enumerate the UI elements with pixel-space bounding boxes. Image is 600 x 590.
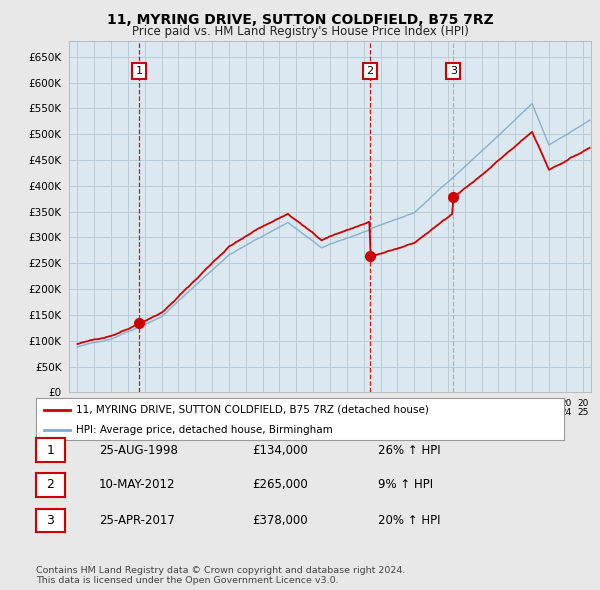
Text: 10-MAY-2012: 10-MAY-2012: [99, 478, 176, 491]
Text: 26% ↑ HPI: 26% ↑ HPI: [378, 444, 440, 457]
Text: 2: 2: [366, 66, 373, 76]
Text: 20% ↑ HPI: 20% ↑ HPI: [378, 514, 440, 527]
Text: 1: 1: [46, 444, 55, 457]
Text: £378,000: £378,000: [252, 514, 308, 527]
Text: HPI: Average price, detached house, Birmingham: HPI: Average price, detached house, Birm…: [76, 425, 332, 435]
Text: £134,000: £134,000: [252, 444, 308, 457]
Text: 3: 3: [46, 514, 55, 527]
Text: Price paid vs. HM Land Registry's House Price Index (HPI): Price paid vs. HM Land Registry's House …: [131, 25, 469, 38]
Text: 1: 1: [136, 66, 142, 76]
Text: 11, MYRING DRIVE, SUTTON COLDFIELD, B75 7RZ (detached house): 11, MYRING DRIVE, SUTTON COLDFIELD, B75 …: [76, 405, 428, 415]
Text: 25-APR-2017: 25-APR-2017: [99, 514, 175, 527]
Text: 25-AUG-1998: 25-AUG-1998: [99, 444, 178, 457]
Text: 11, MYRING DRIVE, SUTTON COLDFIELD, B75 7RZ: 11, MYRING DRIVE, SUTTON COLDFIELD, B75 …: [107, 13, 493, 27]
Text: Contains HM Land Registry data © Crown copyright and database right 2024.
This d: Contains HM Land Registry data © Crown c…: [36, 566, 406, 585]
Text: 2: 2: [46, 478, 55, 491]
Text: 9% ↑ HPI: 9% ↑ HPI: [378, 478, 433, 491]
Text: 3: 3: [450, 66, 457, 76]
Text: £265,000: £265,000: [252, 478, 308, 491]
